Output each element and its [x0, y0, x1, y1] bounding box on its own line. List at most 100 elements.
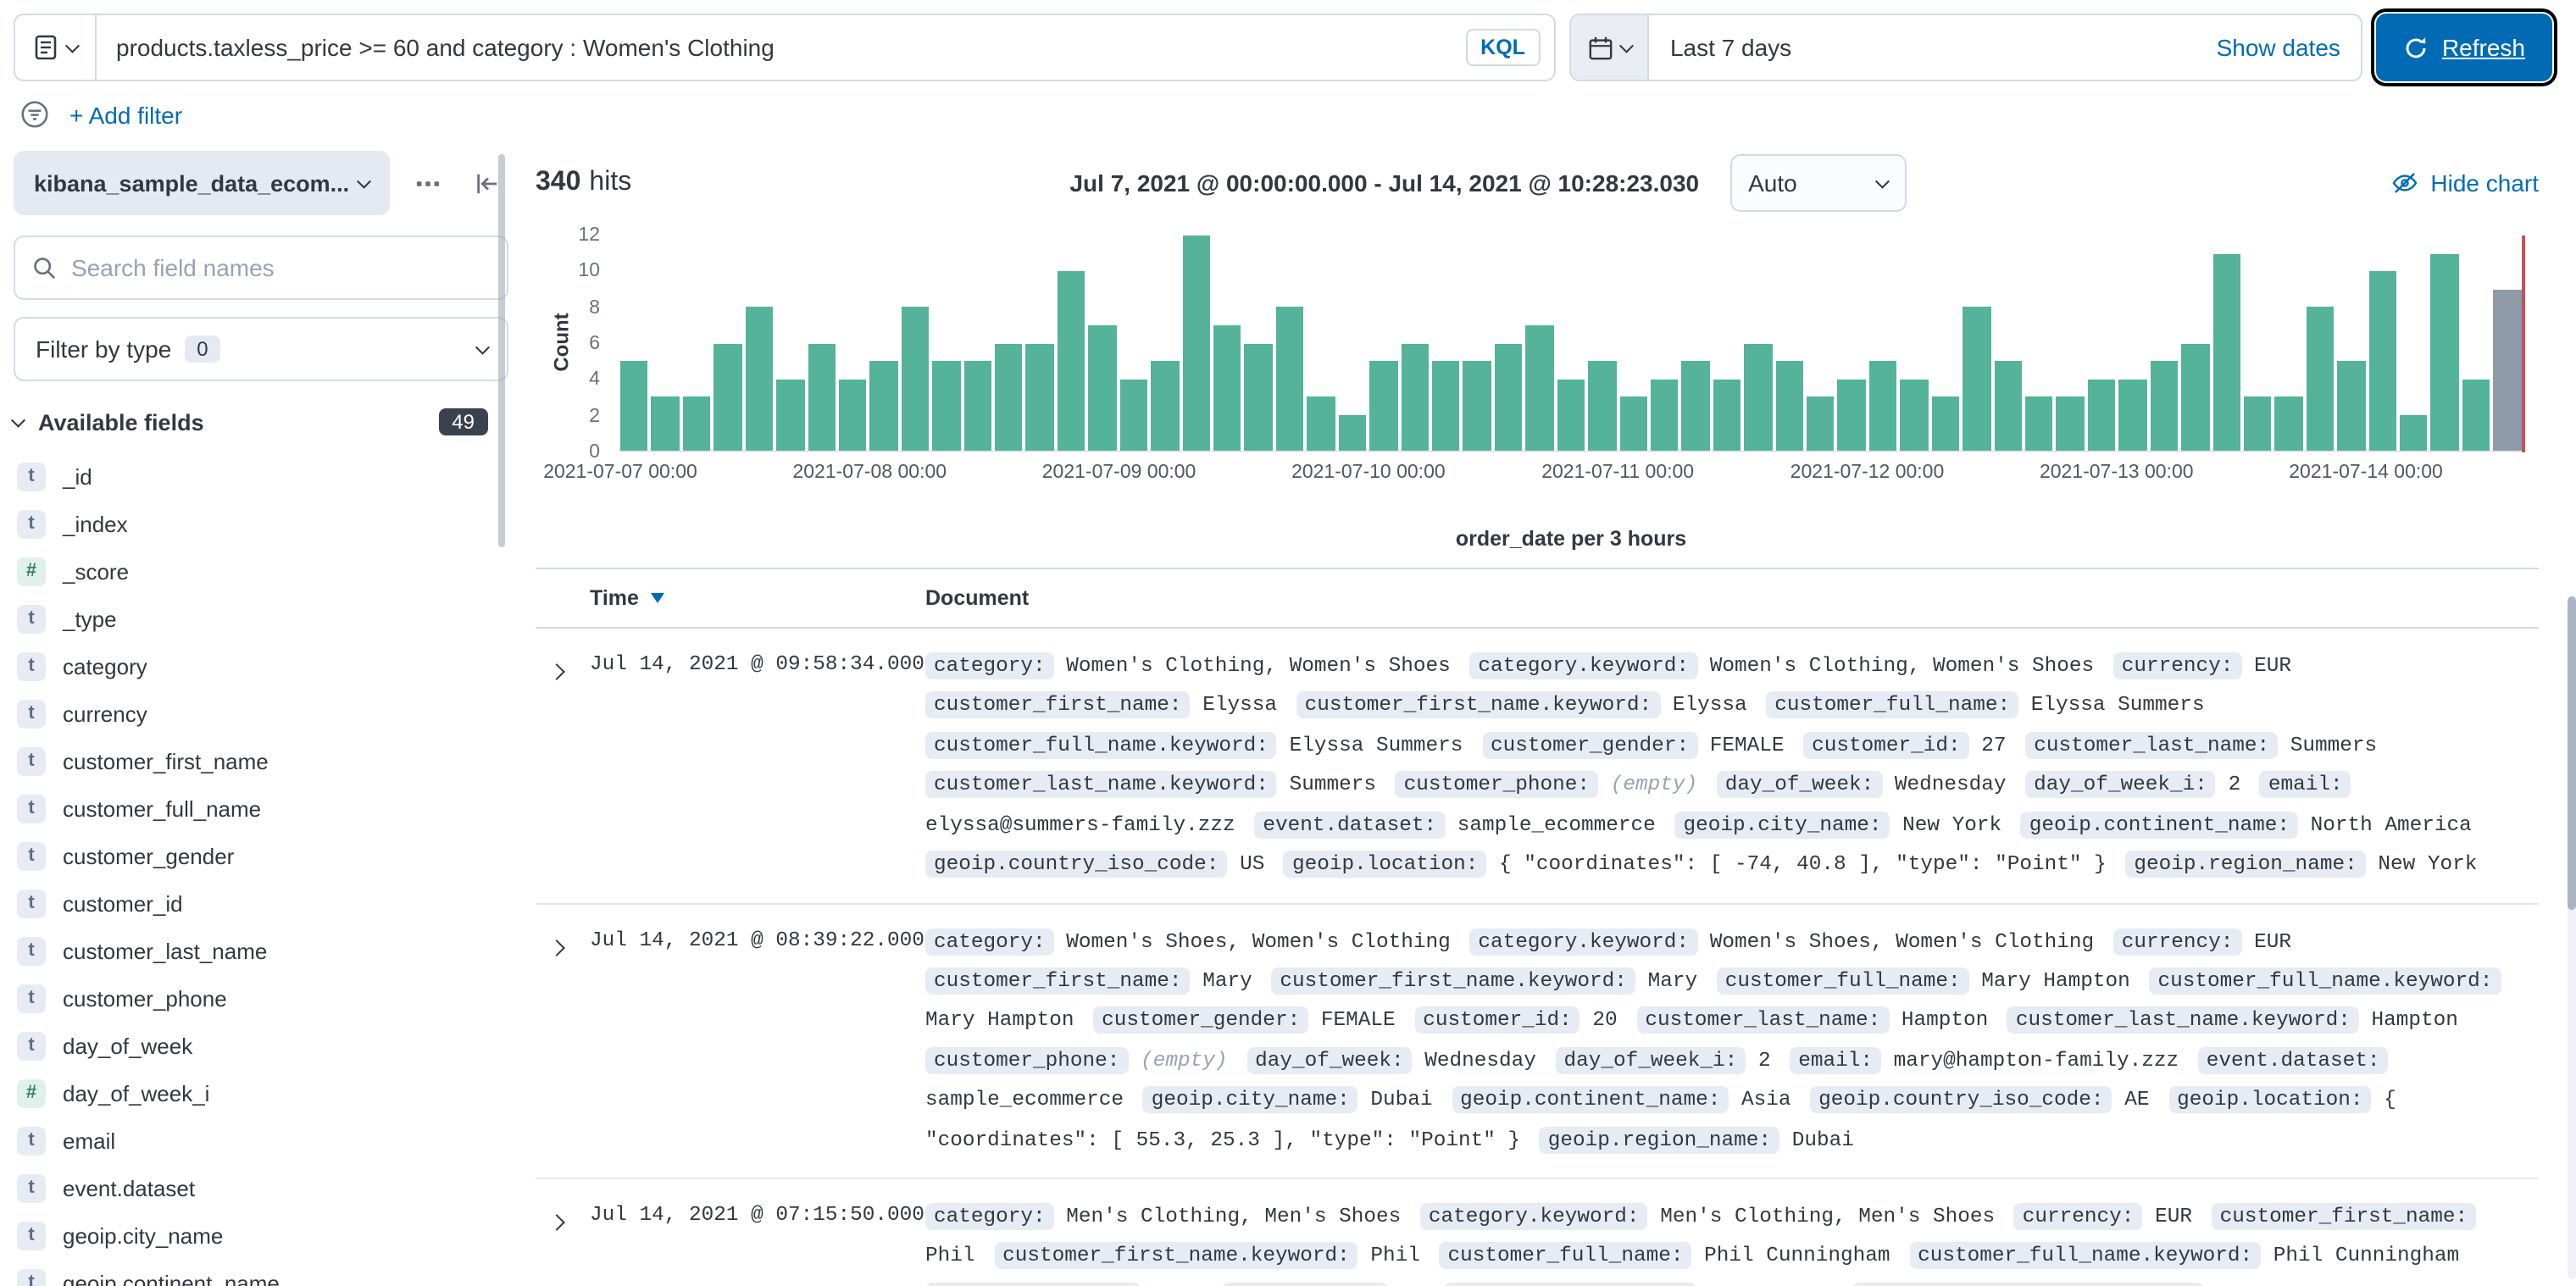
histogram-bar[interactable] [1369, 361, 1398, 451]
histogram-bar[interactable] [1025, 343, 1054, 451]
histogram-bar[interactable] [995, 343, 1023, 451]
field-search-input[interactable] [71, 254, 490, 281]
histogram-bar[interactable] [2462, 379, 2490, 451]
histogram-bar[interactable] [2493, 289, 2522, 451]
field-item[interactable]: t _id [14, 452, 508, 500]
histogram-bar[interactable] [2150, 361, 2179, 451]
histogram-bar[interactable] [2400, 414, 2428, 451]
histogram-bar[interactable] [776, 379, 805, 451]
histogram-bar[interactable] [1151, 361, 1180, 451]
field-item[interactable]: t day_of_week [14, 1022, 508, 1069]
histogram-bar[interactable] [2181, 343, 2210, 451]
histogram-bar[interactable] [1963, 307, 1991, 451]
histogram-bar[interactable] [1619, 396, 1647, 451]
field-item[interactable]: t geoip.city_name [14, 1211, 508, 1259]
refresh-button[interactable]: Refresh [2375, 14, 2552, 81]
field-item[interactable]: t customer_last_name [14, 927, 508, 974]
field-item[interactable]: t currency [14, 690, 508, 737]
histogram-bar[interactable] [1588, 361, 1616, 451]
histogram-bar[interactable] [713, 343, 742, 451]
filter-icon[interactable] [20, 100, 49, 129]
field-item[interactable]: t customer_full_name [14, 784, 508, 832]
histogram-bar[interactable] [1119, 379, 1148, 451]
histogram-bar[interactable] [1401, 343, 1429, 451]
date-range-display[interactable]: Last 7 days Show dates [1650, 34, 2361, 61]
field-item[interactable]: t category [14, 642, 508, 690]
index-pattern-switcher[interactable]: kibana_sample_data_ecom... [14, 151, 390, 215]
histogram-bar[interactable] [1494, 343, 1523, 451]
histogram-bar[interactable] [901, 307, 930, 451]
histogram-bar[interactable] [2056, 396, 2085, 451]
histogram-bar[interactable] [1213, 324, 1241, 451]
histogram-bar[interactable] [1807, 396, 1835, 451]
histogram-bar[interactable] [2368, 271, 2397, 451]
field-item[interactable]: t geoip.continent_name [14, 1259, 508, 1286]
histogram-bar[interactable] [1837, 379, 1866, 451]
histogram-bar[interactable] [2212, 253, 2240, 451]
histogram-bar[interactable] [1525, 324, 1554, 451]
histogram-bar[interactable] [620, 361, 648, 451]
field-item[interactable]: t email [14, 1117, 508, 1164]
histogram-bar[interactable] [2337, 361, 2366, 451]
histogram-bar[interactable] [1307, 396, 1335, 451]
histogram-bar[interactable] [1182, 236, 1211, 451]
histogram-bar[interactable] [1650, 379, 1679, 451]
histogram-bar[interactable] [1994, 361, 2022, 451]
field-item[interactable]: t _index [14, 500, 508, 547]
histogram-bar[interactable] [1868, 361, 1897, 451]
histogram-bar[interactable] [2243, 396, 2272, 451]
histogram-bar[interactable] [1744, 343, 1773, 451]
histogram-bar[interactable] [1775, 361, 1804, 451]
histogram-bar[interactable] [1557, 379, 1585, 451]
expand-row-icon[interactable] [548, 663, 565, 680]
show-dates-link[interactable]: Show dates [2216, 34, 2340, 61]
histogram-bar[interactable] [2087, 379, 2116, 451]
histogram-bar[interactable] [1900, 379, 1929, 451]
histogram-bar[interactable] [963, 361, 992, 451]
hide-chart-button[interactable]: Hide chart [2391, 169, 2539, 197]
histogram-bar[interactable] [808, 343, 836, 451]
histogram-bar[interactable] [651, 396, 680, 451]
field-item[interactable]: t event.dataset [14, 1164, 508, 1211]
field-item[interactable]: t customer_first_name [14, 737, 508, 784]
time-range-label[interactable]: Last 7 days [1669, 34, 1792, 61]
field-item[interactable]: t customer_phone [14, 974, 508, 1022]
query-input[interactable]: products.taxless_price >= 60 and categor… [116, 34, 774, 61]
histogram-bar[interactable] [2118, 379, 2147, 451]
histogram-bar[interactable] [1431, 361, 1460, 451]
histogram-bar[interactable] [2306, 307, 2334, 451]
date-quick-select-button[interactable] [1570, 15, 1650, 80]
main-scrollbar-thumb[interactable] [2568, 596, 2576, 911]
histogram-bar[interactable] [1057, 271, 1085, 451]
field-item[interactable]: # day_of_week_i [14, 1069, 508, 1117]
filter-by-type-button[interactable]: Filter by type 0 [14, 317, 508, 381]
field-item[interactable]: t customer_gender [14, 832, 508, 879]
query-language-button[interactable]: KQL [1465, 29, 1541, 66]
histogram-bar[interactable] [838, 379, 867, 451]
sidebar-scrollbar[interactable] [498, 154, 505, 547]
interval-select[interactable]: Auto [1729, 154, 1907, 212]
expand-row-icon[interactable] [548, 939, 565, 956]
histogram-bar[interactable] [932, 361, 961, 451]
histogram-bar[interactable] [1244, 343, 1273, 451]
field-item[interactable]: t _type [14, 595, 508, 642]
histogram-bar[interactable] [2430, 253, 2459, 451]
collapse-sidebar-button[interactable] [466, 161, 508, 205]
histogram-bar[interactable] [1713, 379, 1741, 451]
available-fields-header[interactable]: Available fields 49 [11, 408, 508, 435]
expand-row-icon[interactable] [548, 1214, 565, 1232]
main-scrollbar[interactable] [2568, 596, 2576, 1279]
histogram-bar[interactable] [745, 307, 774, 451]
histogram-bar[interactable] [1088, 324, 1117, 451]
histogram-bar[interactable] [2274, 396, 2303, 451]
field-item[interactable]: t customer_id [14, 879, 508, 927]
histogram-bar[interactable] [1931, 396, 1960, 451]
histogram-bar[interactable] [1275, 307, 1304, 451]
histogram-bar[interactable] [1681, 361, 1710, 451]
histogram-bar[interactable] [1463, 361, 1491, 451]
histogram-bar[interactable] [2024, 396, 2053, 451]
field-item[interactable]: # _score [14, 547, 508, 595]
field-actions-button[interactable] [406, 161, 448, 205]
saved-query-menu-button[interactable] [15, 15, 96, 80]
add-filter-button[interactable]: + Add filter [69, 101, 183, 128]
